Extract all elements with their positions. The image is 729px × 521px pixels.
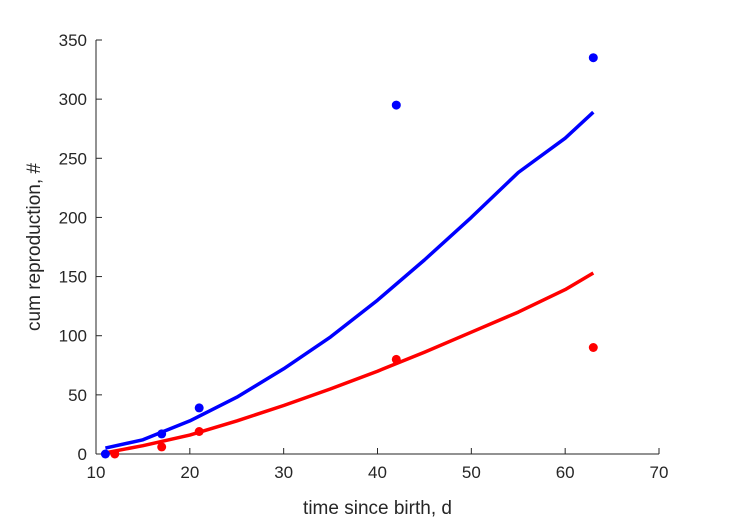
data-point-series-2	[588, 343, 598, 352]
y-tick-label: 150	[59, 268, 87, 287]
y-tick-label: 350	[59, 31, 87, 50]
data-point-series-2	[194, 427, 204, 436]
x-tick-label: 10	[87, 463, 106, 482]
data-point-series-2	[110, 449, 120, 459]
x-tick-label: 70	[650, 463, 669, 482]
y-tick-label: 0	[78, 445, 87, 464]
y-tick-label: 50	[68, 386, 87, 405]
data-point-series-1	[194, 403, 204, 413]
x-tick-label: 20	[180, 463, 199, 482]
data-point-series-1	[157, 429, 167, 439]
axes	[95, 39, 660, 455]
data-points	[100, 53, 598, 459]
fit-line-series-2	[105, 271, 595, 455]
y-tick-label: 200	[59, 208, 87, 227]
x-axis-label: time since birth, d	[303, 498, 452, 519]
data-point-series-2	[157, 442, 167, 452]
x-tick-label: 40	[368, 463, 387, 482]
y-axis-label: cum reproduction, #	[24, 163, 45, 331]
fit-line-series-1	[105, 110, 595, 450]
tick-labels: 10 20 30 40 50 60 70 0 50 100 150 200 250 300 350	[59, 31, 669, 482]
x-tick-label: 30	[274, 463, 293, 482]
data-point-series-2	[391, 354, 401, 364]
y-tick-label: 300	[59, 90, 87, 109]
x-tick-label: 60	[556, 463, 575, 482]
data-point-series-1	[391, 100, 401, 110]
fit-lines	[105, 110, 595, 455]
data-point-series-1	[100, 449, 110, 459]
y-tick-label: 100	[59, 327, 87, 346]
data-point-series-1	[588, 53, 598, 63]
y-tick-label: 250	[59, 149, 87, 168]
x-tick-label: 50	[462, 463, 481, 482]
